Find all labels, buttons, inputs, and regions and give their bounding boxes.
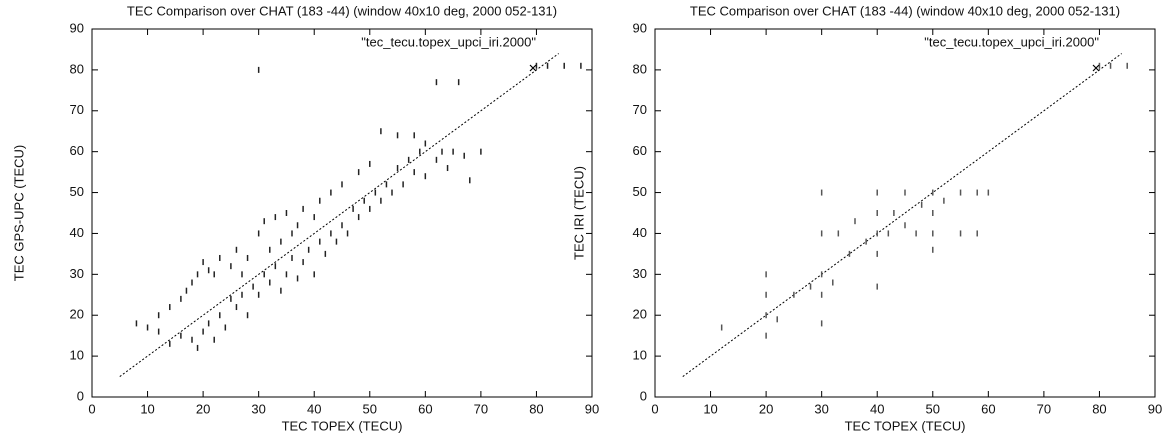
x-axis-label: TEC TOPEX (TECU) xyxy=(845,418,966,433)
x-tick-label: 60 xyxy=(981,401,995,416)
y-tick-label: 20 xyxy=(70,307,84,322)
legend-label: "tec_tecu.topex_upci_iri.2000" xyxy=(361,34,536,49)
x-tick-label: 60 xyxy=(418,401,432,416)
x-tick-label: 70 xyxy=(1037,401,1051,416)
y-tick-label: 80 xyxy=(70,61,84,76)
y-tick-label: 80 xyxy=(633,61,647,76)
x-tick-label: 20 xyxy=(759,401,773,416)
y-tick-label: 30 xyxy=(633,266,647,281)
x-tick-label: 10 xyxy=(703,401,717,416)
legend-marker xyxy=(529,64,537,72)
chart-title: TEC Comparison over CHAT (183 -44) (wind… xyxy=(127,3,557,18)
y-tick-label: 60 xyxy=(633,143,647,158)
y-tick-label: 60 xyxy=(70,143,84,158)
y-tick-label: 90 xyxy=(70,20,84,35)
y-tick-label: 10 xyxy=(70,348,84,363)
legend-marker xyxy=(1092,64,1100,72)
x-tick-label: 10 xyxy=(140,401,154,416)
plot-frame xyxy=(91,28,593,398)
x-tick-label: 30 xyxy=(251,401,265,416)
y-tick-label: 50 xyxy=(633,184,647,199)
reference-line xyxy=(682,53,1122,377)
x-tick-label: 40 xyxy=(870,401,884,416)
x-tick-label: 40 xyxy=(307,401,321,416)
x-tick-label: 90 xyxy=(585,401,599,416)
x-tick-label: 90 xyxy=(1148,401,1162,416)
x-tick-label: 30 xyxy=(814,401,828,416)
y-tick-label: 40 xyxy=(70,225,84,240)
x-tick-label: 0 xyxy=(88,401,95,416)
x-tick-label: 50 xyxy=(926,401,940,416)
y-tick-label: 70 xyxy=(70,102,84,117)
chart-title: TEC Comparison over CHAT (183 -44) (wind… xyxy=(690,3,1120,18)
plot-frame xyxy=(654,28,1156,398)
x-tick-label: 80 xyxy=(1092,401,1106,416)
x-tick-label: 70 xyxy=(474,401,488,416)
y-tick-label: 70 xyxy=(633,102,647,117)
x-tick-label: 0 xyxy=(651,401,658,416)
x-tick-label: 50 xyxy=(363,401,377,416)
y-tick-label: 10 xyxy=(633,348,647,363)
y-tick-label: 0 xyxy=(640,388,647,403)
y-tick-label: 50 xyxy=(70,184,84,199)
y-tick-label: 90 xyxy=(633,20,647,35)
y-tick-label: 30 xyxy=(70,266,84,281)
x-tick-label: 20 xyxy=(196,401,210,416)
x-axis-label: TEC TOPEX (TECU) xyxy=(282,418,403,433)
y-tick-label: 40 xyxy=(633,225,647,240)
x-tick-label: 80 xyxy=(529,401,543,416)
legend-label: "tec_tecu.topex_upci_iri.2000" xyxy=(924,34,1099,49)
y-axis-label: TEC GPS-UPC (TECU) xyxy=(11,145,26,282)
y-axis-label: TEC IRI (TECU) xyxy=(571,166,586,260)
y-tick-label: 0 xyxy=(77,388,84,403)
y-tick-label: 20 xyxy=(633,307,647,322)
reference-line xyxy=(119,53,559,377)
